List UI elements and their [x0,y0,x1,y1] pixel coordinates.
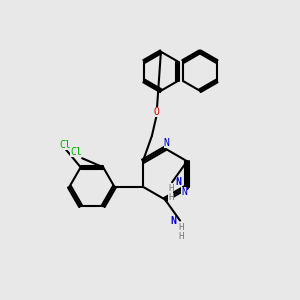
Text: Cl: Cl [70,147,82,157]
Text: N: N [170,215,176,226]
Text: H: H [168,184,173,194]
Text: Cl: Cl [60,140,71,150]
Text: N: N [164,138,169,148]
Text: H: H [168,194,173,202]
Text: H: H [179,232,184,241]
Text: N: N [181,187,187,197]
Text: N: N [176,177,182,187]
Text: O: O [154,107,159,117]
Text: H: H [179,223,184,232]
